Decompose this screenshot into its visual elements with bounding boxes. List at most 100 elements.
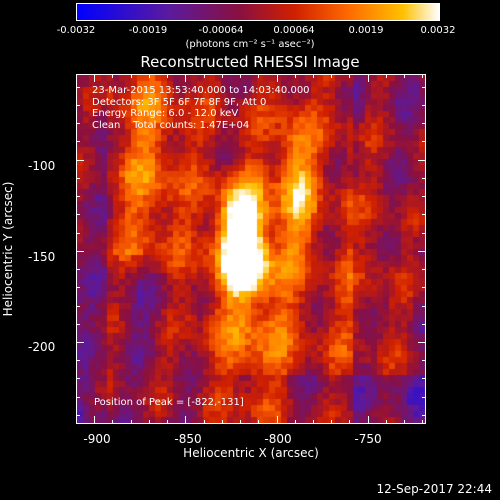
colorbar-tick: 0.00064 — [273, 25, 315, 36]
tick-mark — [76, 159, 84, 161]
tick-mark — [130, 74, 132, 78]
x-axis-label: Heliocentric X (arcsec) — [183, 446, 319, 460]
tick-mark — [76, 396, 80, 398]
tick-mark — [422, 214, 426, 216]
tick-mark — [148, 74, 150, 78]
info-line-time: 23-Mar-2015 13:53:40.000 to 14:03:40.000 — [92, 85, 310, 96]
tick-mark — [331, 74, 333, 78]
tick-mark — [258, 420, 260, 424]
tick-mark — [422, 123, 426, 125]
tick-mark — [76, 74, 77, 78]
tick-mark — [312, 420, 314, 424]
y-tick-label: -100 — [28, 159, 56, 173]
tick-mark — [76, 287, 80, 289]
tick-mark — [418, 250, 426, 252]
tick-mark — [422, 141, 426, 143]
tick-mark — [185, 416, 187, 424]
tick-mark — [422, 74, 424, 78]
tick-mark — [385, 74, 387, 78]
tick-mark — [418, 341, 426, 343]
tick-mark — [221, 420, 223, 424]
tick-mark — [112, 74, 114, 78]
tick-mark — [422, 86, 426, 88]
tick-mark — [331, 420, 333, 424]
tick-mark — [76, 250, 84, 252]
info-line-detectors: Detectors: 3F 5F 6F 7F 8F 9F, Att 0 — [92, 96, 267, 108]
tick-mark — [349, 74, 351, 78]
tick-mark — [422, 269, 426, 271]
tick-mark — [167, 420, 169, 424]
tick-mark — [76, 360, 80, 362]
tick-mark — [422, 414, 426, 416]
colorbar — [76, 3, 440, 21]
colorbar-tick: -0.00064 — [198, 25, 244, 36]
timestamp: 12-Sep-2017 22:44 — [376, 482, 492, 496]
tick-mark — [130, 420, 132, 424]
tick-mark — [422, 232, 426, 234]
observation-info: 23-Mar-2015 13:53:40.000 to 14:03:40.000… — [92, 85, 310, 131]
tick-mark — [240, 74, 242, 78]
tick-mark — [418, 159, 426, 161]
tick-mark — [367, 416, 369, 424]
tick-mark — [404, 420, 406, 424]
tick-mark — [422, 360, 426, 362]
tick-mark — [422, 396, 426, 398]
tick-mark — [312, 74, 314, 78]
tick-mark — [294, 74, 296, 78]
y-tick-label: -150 — [28, 250, 56, 264]
tick-mark — [422, 378, 426, 380]
tick-mark — [76, 232, 80, 234]
tick-mark — [276, 74, 278, 82]
tick-mark — [404, 74, 406, 78]
tick-mark — [185, 74, 187, 82]
tick-mark — [76, 341, 84, 343]
tick-mark — [349, 420, 351, 424]
tick-mark — [422, 196, 426, 198]
tick-mark — [422, 104, 426, 106]
tick-mark — [76, 378, 80, 380]
image-plot — [76, 74, 426, 424]
tick-mark — [385, 420, 387, 424]
x-tick-label: -900 — [83, 432, 111, 446]
tick-mark — [276, 416, 278, 424]
tick-mark — [94, 416, 96, 424]
tick-mark — [76, 86, 80, 88]
tick-mark — [203, 420, 205, 424]
tick-mark — [422, 323, 426, 325]
tick-mark — [422, 305, 426, 307]
tick-mark — [294, 420, 296, 424]
tick-mark — [76, 196, 80, 198]
info-line-counts: Clean Total counts: 1.47E+04 — [92, 119, 250, 131]
tick-mark — [76, 214, 80, 216]
tick-mark — [76, 269, 80, 271]
tick-mark — [148, 420, 150, 424]
tick-mark — [94, 74, 96, 82]
tick-mark — [422, 420, 424, 424]
tick-mark — [167, 74, 169, 78]
tick-mark — [422, 287, 426, 289]
tick-mark — [76, 123, 80, 125]
tick-mark — [76, 177, 80, 179]
colorbar-tick: -0.0019 — [128, 25, 168, 36]
tick-mark — [76, 305, 80, 307]
y-axis-label-text: Heliocentric Y (arcsec) — [1, 181, 15, 317]
tick-mark — [240, 420, 242, 424]
tick-mark — [76, 104, 80, 106]
info-line-energy: Energy Range: 6.0 - 12.0 keV — [92, 108, 239, 119]
tick-mark — [76, 141, 80, 143]
heatmap-image — [77, 75, 425, 423]
x-tick-label: -750 — [354, 432, 382, 446]
tick-mark — [203, 74, 205, 78]
x-tick-label: -800 — [264, 432, 292, 446]
tick-mark — [76, 414, 80, 416]
colorbar-units: (photons cm⁻² s⁻¹ asec⁻²) — [185, 39, 315, 50]
tick-mark — [258, 74, 260, 78]
colorbar-tick: 0.0019 — [348, 25, 384, 36]
peak-position: Position of Peak = [-822,-131] — [94, 397, 244, 408]
tick-mark — [76, 420, 77, 424]
plot-title: Reconstructed RHESSI Image — [140, 53, 360, 71]
x-tick-label: -850 — [174, 432, 202, 446]
y-tick-label: -200 — [28, 340, 56, 354]
tick-mark — [422, 177, 426, 179]
tick-mark — [76, 323, 80, 325]
